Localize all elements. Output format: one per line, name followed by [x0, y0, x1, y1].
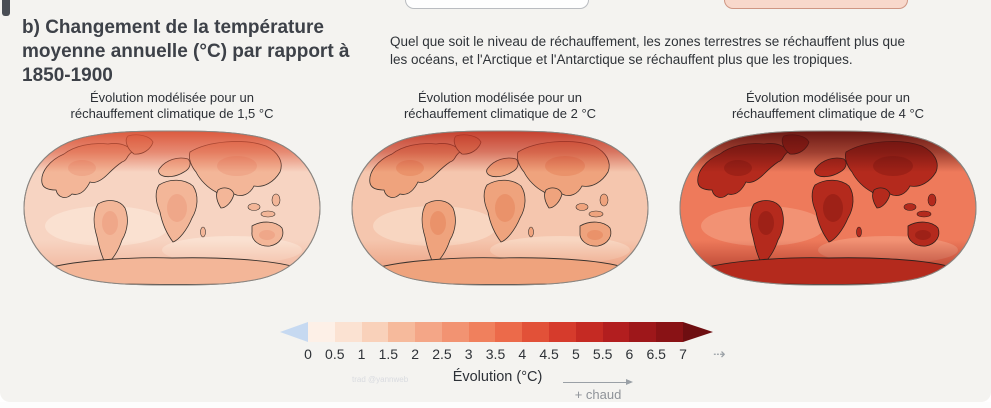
- colorbar-segments: [308, 322, 683, 342]
- colorbar-tick-4.5: 4.5: [539, 346, 559, 362]
- map-title-4c: Évolution modélisée pour un réchauffemen…: [668, 90, 988, 122]
- colorbar-segment-12: [629, 322, 657, 342]
- map-title-1-5c-line2: réchauffement climatique de 1,5 °C: [70, 106, 274, 121]
- map-title-4c-line2: réchauffement climatique de 4 °C: [731, 106, 925, 121]
- world-map-2c: [340, 128, 660, 288]
- figure-note-line2: les océans, et l'Arctique et l'Antarctiq…: [390, 52, 853, 67]
- colorbar-tick-3.5: 3.5: [485, 346, 506, 362]
- colorbar-segment-0: [308, 322, 335, 342]
- colorbar-tick-6.5: 6.5: [646, 346, 666, 362]
- top-left-box-remnant: [2, 0, 10, 16]
- warmer-arrow-icon: [563, 378, 633, 385]
- panel-title-line2: moyenne annuelle (°C) par rapport à: [22, 41, 350, 62]
- colorbar-below-range-arrow: [280, 322, 308, 342]
- map-title-4c-line1: Évolution modélisée pour un: [745, 90, 911, 105]
- top-pink-box-remnant: [724, 0, 908, 9]
- figure-note: Quel que soit le niveau de réchauffement…: [390, 33, 975, 69]
- colorbar-tick-0: 0: [304, 346, 312, 362]
- world-map-1-5c: [12, 128, 332, 288]
- colorbar-tick-0.5: 0.5: [325, 346, 345, 362]
- map-title-1-5c: Évolution modélisée pour un réchauffemen…: [12, 90, 332, 122]
- page-bottom-strip: [0, 402, 991, 408]
- colorbar-segment-3: [388, 322, 416, 342]
- colorbar-dashed-arrow-icon: ⇢: [713, 346, 726, 363]
- colorbar-segment-5: [441, 322, 469, 342]
- warmer-label: + chaud: [574, 387, 622, 402]
- colorbar-bar: [280, 322, 713, 342]
- map-title-2c-line1: Évolution modélisée pour un: [417, 90, 583, 105]
- colorbar-segment-9: [549, 322, 576, 342]
- colorbar-segment-7: [495, 322, 523, 342]
- colorbar-segment-1: [334, 322, 362, 342]
- map-panel-1-5c: Évolution modélisée pour un réchauffemen…: [12, 90, 332, 288]
- colorbar-tick-7: 7: [679, 346, 687, 362]
- colorbar-segment-8: [522, 322, 550, 342]
- colorbar-segment-2: [361, 322, 389, 342]
- colorbar-tick-3: 3: [464, 346, 473, 362]
- panel-title: b) Changement de la température moyenne …: [22, 16, 362, 88]
- map-panel-2c: Évolution modélisée pour un réchauffemen…: [340, 90, 660, 288]
- colorbar-segment-13: [656, 322, 683, 342]
- colorbar-tick-1: 1: [357, 346, 366, 362]
- colorbar: 0 0.5 1 1.5 2 2.5 3 3.5 4 4.5 5 5.5 6 6.5 7 ⇢: [280, 322, 726, 392]
- colorbar-tick-2: 2: [411, 346, 420, 362]
- top-white-box-remnant: [405, 0, 589, 9]
- colorbar-tick-5.5: 5.5: [592, 346, 613, 362]
- colorbar-tick-2.5: 2.5: [432, 346, 452, 362]
- colorbar-segment-4: [415, 322, 442, 342]
- colorbar-tick-6: 6: [625, 346, 634, 362]
- world-map-4c: [668, 128, 988, 288]
- panel-title-line1: b) Changement de la température: [22, 17, 324, 38]
- panel-title-line3: 1850-1900: [22, 65, 113, 86]
- figure-note-line1: Quel que soit le niveau de réchauffement…: [390, 34, 906, 49]
- colorbar-segment-11: [602, 322, 630, 342]
- colorbar-segment-10: [575, 322, 603, 342]
- colorbar-label: Évolution (°C): [452, 369, 543, 385]
- colorbar-ticks: 0 0.5 1 1.5 2 2.5 3 3.5 4 4.5 5 5.5 6 6.5 7: [280, 346, 740, 362]
- map-title-1-5c-line1: Évolution modélisée pour un: [89, 90, 255, 105]
- map-panel-4c: Évolution modélisée pour un réchauffemen…: [668, 90, 988, 288]
- colorbar-above-range-arrow: [682, 322, 713, 342]
- warmer-arrow-head-icon: [626, 378, 633, 385]
- map-title-2c: Évolution modélisée pour un réchauffemen…: [340, 90, 660, 122]
- colorbar-segment-6: [468, 322, 496, 342]
- colorbar-tick-1.5: 1.5: [378, 346, 399, 362]
- map-title-2c-line2: réchauffement climatique de 2 °C: [403, 106, 597, 121]
- colorbar-tick-5: 5: [571, 346, 580, 362]
- colorbar-tick-4: 4: [518, 346, 527, 362]
- translator-watermark: trad @yannweb: [352, 375, 409, 384]
